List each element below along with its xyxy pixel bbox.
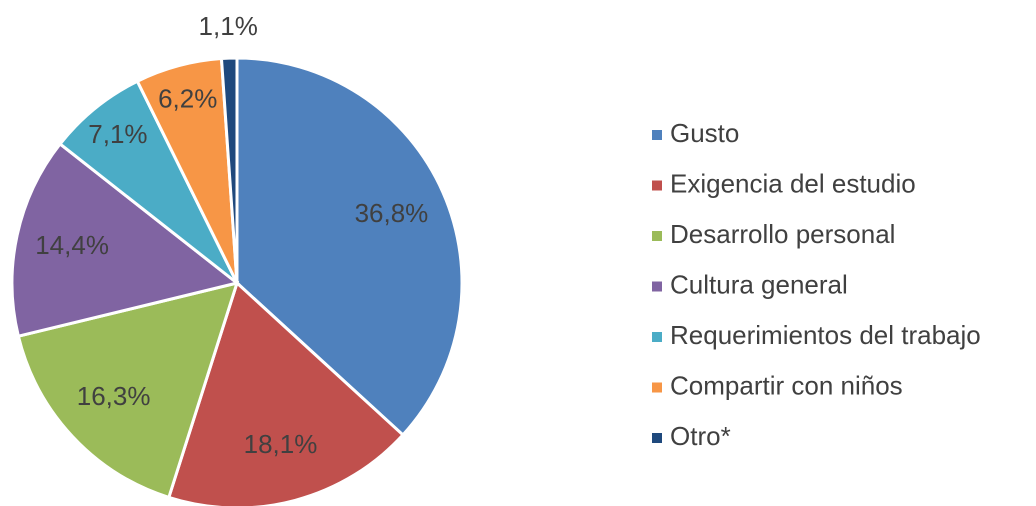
legend-label: Gusto [670, 118, 739, 148]
legend-swatch [652, 130, 662, 140]
legend-swatch [652, 382, 662, 393]
pie-slice [16, 280, 240, 500]
legend-swatch [652, 332, 662, 342]
legend-label: Compartir con niños [670, 370, 903, 400]
legend-label: Requerimientos del trabajo [670, 320, 981, 350]
pie-slice [219, 56, 239, 284]
legend-swatch [652, 433, 662, 443]
data-label: 16,3% [77, 381, 151, 411]
pie-slice [57, 79, 239, 285]
data-label: 14,4% [35, 230, 109, 260]
legend-swatch [652, 281, 662, 292]
data-label: 18,1% [244, 429, 318, 459]
pie-slice [10, 141, 241, 339]
legend-swatch [652, 231, 662, 241]
legend-swatch [652, 180, 662, 191]
legend-label: Cultura general [670, 269, 848, 299]
data-label: 6,2% [158, 83, 217, 113]
pie-slice [166, 280, 406, 506]
data-label: 7,1% [88, 119, 147, 149]
data-label: 1,1% [199, 11, 258, 41]
pie-slice [235, 56, 464, 438]
legend-label: Otro* [670, 421, 731, 451]
legend-label: Desarrollo personal [670, 219, 895, 249]
legend-label: Exigencia del estudio [670, 168, 916, 198]
data-label: 36,8% [355, 198, 429, 228]
